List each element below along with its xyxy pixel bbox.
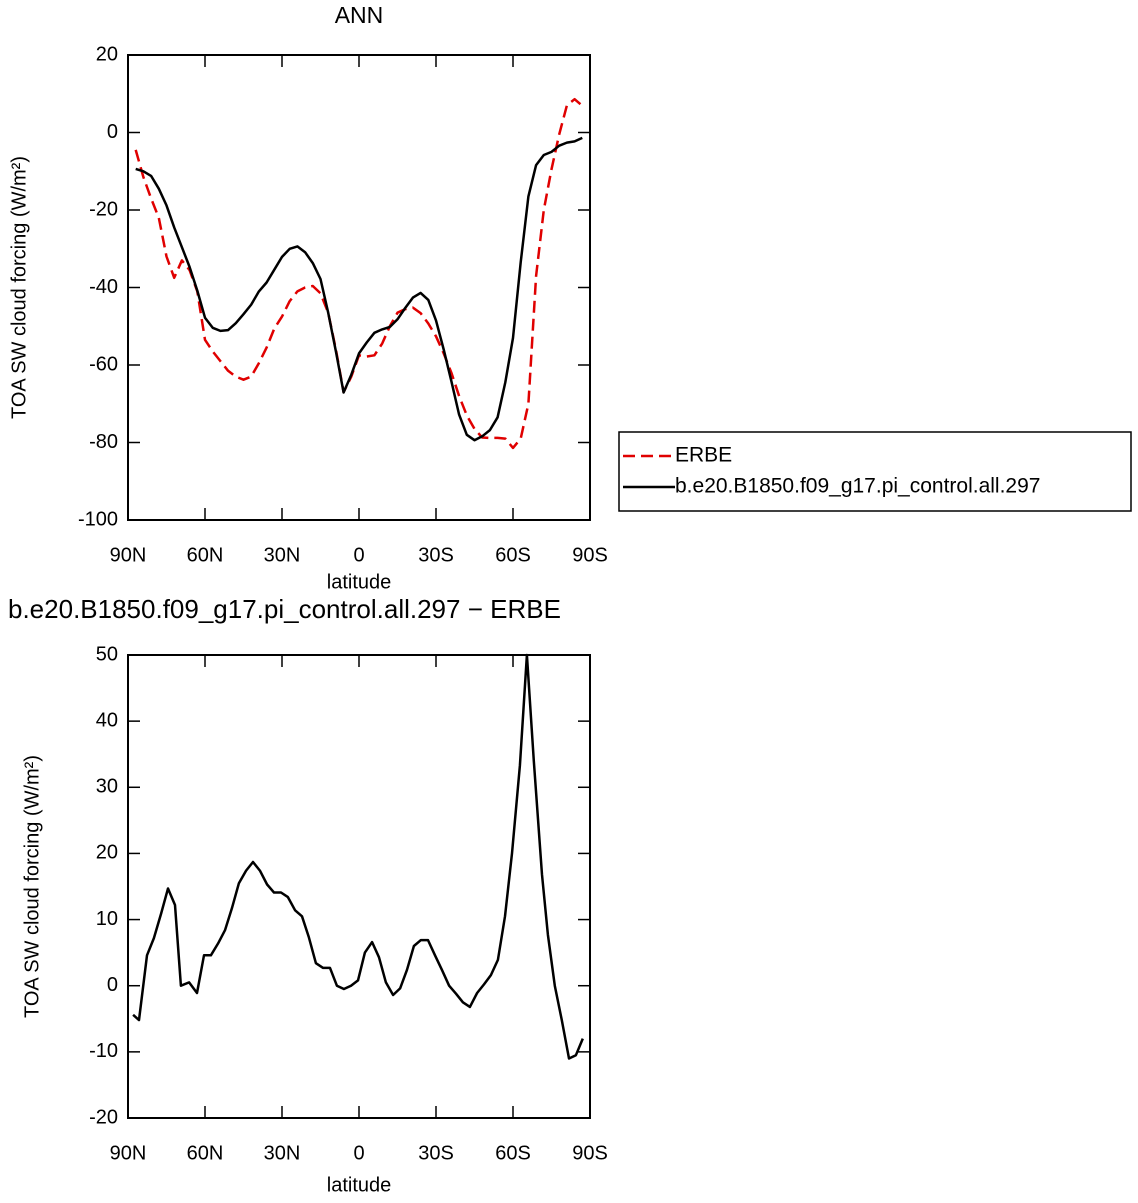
x-tick-label: 0	[353, 544, 364, 566]
y-axis-label: TOA SW cloud forcing (W/m²)	[8, 156, 30, 419]
x-axis-label: latitude	[327, 1174, 392, 1196]
data-line	[135, 136, 583, 442]
x-tick-label: 90N	[110, 1142, 147, 1164]
y-tick-label: 0	[107, 121, 118, 143]
y-tick-label: 20	[96, 842, 118, 864]
y-axis-label: TOA SW cloud forcing (W/m²)	[21, 755, 43, 1018]
x-tick-label: 60N	[187, 1142, 224, 1164]
x-tick-label: 60S	[495, 1142, 531, 1164]
plot-frame	[127, 54, 591, 521]
y-tick-label: 10	[96, 908, 118, 930]
chart-title: ANN	[335, 2, 384, 28]
x-tick-label: 90N	[110, 544, 147, 566]
y-tick-label: -60	[89, 353, 118, 375]
data-line	[132, 653, 584, 1060]
y-tick-label: -20	[89, 198, 118, 220]
x-tick-label: 30N	[264, 1142, 301, 1164]
y-tick-label: -10	[89, 1040, 118, 1062]
legend-label: ERBE	[675, 444, 732, 467]
x-tick-label: 60N	[187, 544, 224, 566]
plot-frame	[127, 654, 591, 1119]
y-tick-label: 50	[96, 643, 118, 665]
x-tick-label: 30S	[418, 1142, 454, 1164]
y-tick-label: 40	[96, 709, 118, 731]
y-tick-label: -40	[89, 276, 118, 298]
legend-box	[618, 431, 1132, 512]
x-tick-label: 90S	[572, 1142, 608, 1164]
x-axis-label: latitude	[327, 571, 392, 593]
legend-label: b.e20.B1850.f09_g17.pi_control.all.297	[675, 475, 1040, 498]
y-tick-label: -20	[89, 1106, 118, 1128]
y-tick-label: 20	[96, 43, 118, 65]
x-tick-label: 90S	[572, 544, 608, 566]
y-tick-label: -80	[89, 431, 118, 453]
data-line	[134, 97, 584, 450]
chart-title: b.e20.B1850.f09_g17.pi_control.all.297 −…	[8, 594, 561, 624]
y-tick-label: -100	[78, 508, 118, 530]
x-tick-label: 30N	[264, 544, 301, 566]
y-tick-label: 30	[96, 776, 118, 798]
x-tick-label: 60S	[495, 544, 531, 566]
x-tick-label: 0	[353, 1142, 364, 1164]
y-tick-label: 0	[107, 974, 118, 996]
x-tick-label: 30S	[418, 544, 454, 566]
